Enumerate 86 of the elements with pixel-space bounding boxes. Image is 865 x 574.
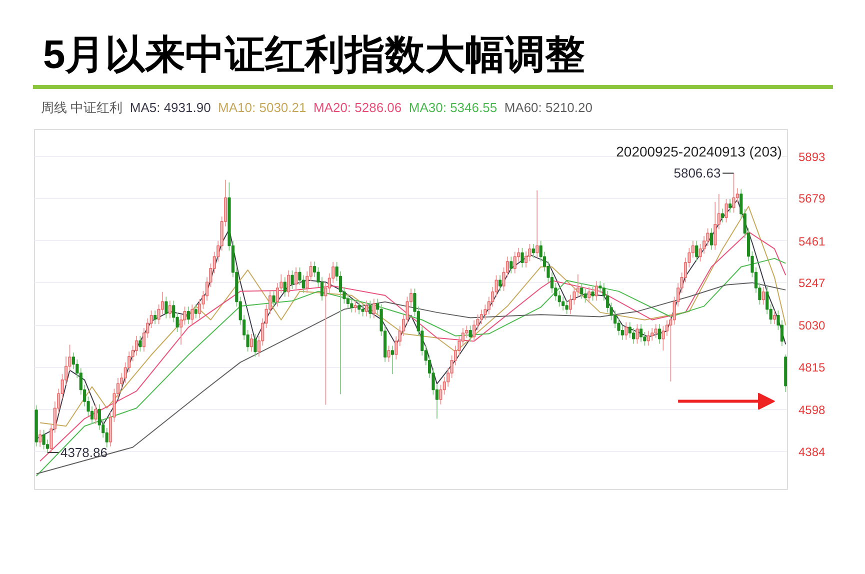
- candlestick: [94, 404, 98, 424]
- candlestick: [588, 286, 591, 304]
- candlestick: [194, 304, 198, 319]
- candlestick: [639, 324, 643, 342]
- candlestick: [520, 247, 524, 268]
- candlestick: [624, 322, 628, 340]
- candlestick: [658, 324, 662, 344]
- candlestick: [576, 274, 580, 298]
- candlestick: [283, 276, 286, 298]
- candlestick: [721, 208, 724, 223]
- candlestick: [772, 310, 776, 325]
- text: MA10: 5030.21: [218, 100, 306, 115]
- candlestick: [105, 427, 108, 448]
- y-tick-label: 5247: [798, 276, 826, 290]
- candlestick: [439, 384, 442, 405]
- candlestick: [42, 429, 46, 450]
- annotation: 5806.63: [674, 166, 721, 181]
- candlestick: [186, 306, 190, 325]
- candlestick: [368, 300, 372, 319]
- text: MA20: 5286.06: [313, 100, 402, 115]
- candlestick: [287, 270, 290, 298]
- candlestick: [38, 429, 42, 448]
- candlestick: [732, 172, 736, 214]
- candlestick: [346, 293, 350, 310]
- candlestick: [594, 280, 598, 302]
- y-tick-label: 4815: [798, 360, 826, 375]
- candlestick: [164, 296, 168, 319]
- candlestick: [390, 345, 394, 375]
- text: MA60: 5210.20: [504, 100, 592, 115]
- candlestick: [558, 290, 561, 308]
- candlestick: [364, 300, 368, 317]
- candlestick: [498, 274, 502, 292]
- candlestick: [250, 333, 254, 352]
- candlestick: [290, 270, 294, 290]
- candlestick: [714, 201, 717, 250]
- candlestick: [472, 320, 476, 342]
- candlestick: [620, 325, 624, 340]
- candlestick: [636, 324, 639, 344]
- candlestick: [372, 298, 376, 319]
- candlestick: [198, 298, 202, 319]
- y-tick-label: 4384: [798, 445, 826, 460]
- candlestick: [461, 328, 464, 347]
- candlestick: [190, 304, 194, 325]
- candlestick: [510, 256, 513, 274]
- y-tick-label: 5461: [798, 234, 826, 248]
- candlestick: [532, 243, 535, 258]
- candlestick: [484, 304, 487, 320]
- candlestick: [565, 300, 568, 315]
- line-series: [40, 231, 786, 462]
- candlestick: [354, 300, 357, 313]
- candlestick: [591, 286, 594, 302]
- candlestick: [724, 198, 728, 223]
- candlestick: [361, 304, 364, 317]
- y-tick-label: 5030: [798, 318, 826, 333]
- candlestick: [168, 300, 172, 319]
- annotation: 4378.86: [60, 445, 108, 460]
- candlestick: [154, 310, 157, 325]
- candlestick: [294, 266, 298, 290]
- candlestick: [138, 335, 142, 352]
- candlestick: [254, 333, 257, 358]
- candlestick: [762, 286, 765, 306]
- candlestick: [646, 330, 650, 346]
- candlestick: [468, 325, 472, 342]
- text: MA5: 4931.90: [130, 100, 211, 115]
- candlestick: [387, 345, 390, 362]
- y-tick-label: 5679: [798, 192, 826, 206]
- candlestick: [580, 282, 584, 300]
- candlestick: [536, 190, 539, 258]
- legend-title: 周线 中证红利: [41, 100, 123, 115]
- annotation: 20200925-20240913 (203): [616, 144, 782, 160]
- candlestick: [302, 274, 305, 294]
- candlestick: [584, 288, 587, 304]
- candlestick: [650, 328, 654, 342]
- candlestick: [598, 280, 602, 294]
- candlestick: [710, 228, 714, 250]
- candlestick: [695, 240, 698, 262]
- y-tick-label: 5893: [798, 150, 826, 164]
- y-tick-label: 4598: [798, 403, 826, 418]
- candlestick: [728, 198, 732, 214]
- candlestick: [358, 300, 361, 315]
- candlestick: [654, 324, 658, 338]
- chart-title: 5月以来中证红利指数大幅调整: [43, 32, 586, 79]
- text: MA30: 5346.55: [408, 100, 498, 115]
- candlestick: [272, 290, 276, 308]
- candlestick: [513, 251, 516, 274]
- candlestick: [350, 298, 354, 313]
